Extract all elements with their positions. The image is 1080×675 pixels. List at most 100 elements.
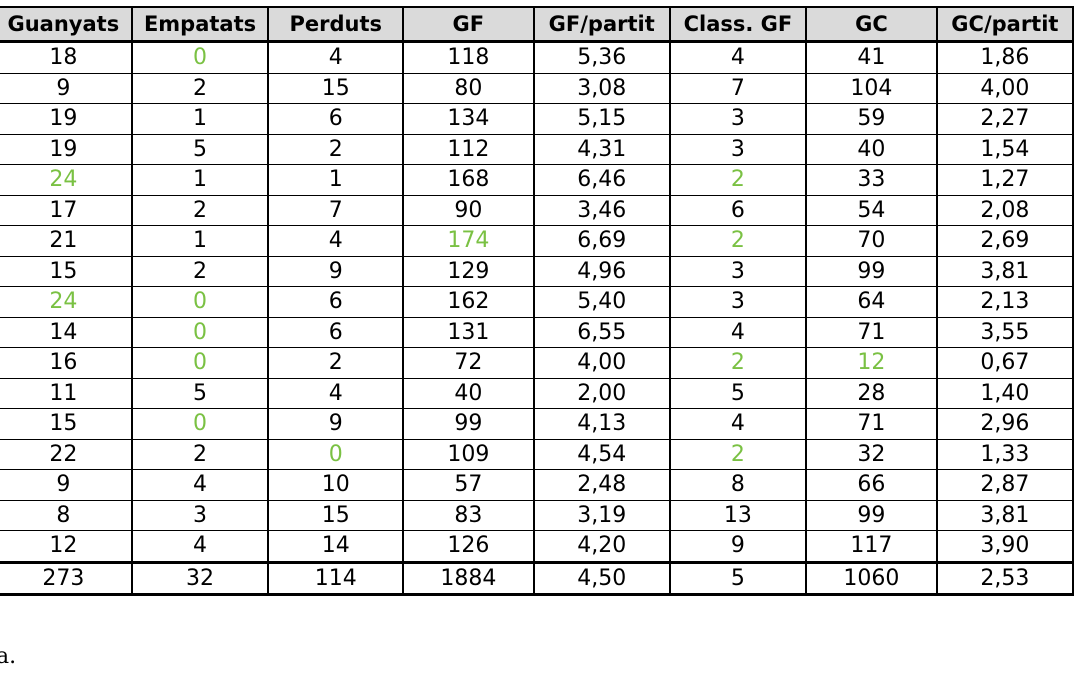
- table-cell: 16: [0, 347, 133, 379]
- table-cell: 10: [267, 469, 405, 501]
- table-row: 24 0 6 162 5,40 3 64 2,13: [0, 286, 1075, 318]
- table-cell: 2,87: [935, 469, 1075, 501]
- table-cell: 5,40: [532, 286, 671, 318]
- table-cell: 13: [668, 500, 808, 531]
- table-cell: 6,69: [532, 225, 671, 257]
- table-cell: 59: [805, 103, 938, 135]
- table-cell: 99: [805, 256, 938, 287]
- table-cell: 5: [130, 378, 270, 409]
- table-cell: 19: [0, 103, 133, 135]
- table-cell: 118: [402, 41, 535, 74]
- table-cell: 2: [130, 195, 270, 226]
- table-cell: 40: [402, 378, 535, 409]
- table-cell: 9: [267, 256, 405, 287]
- table-cell: 99: [402, 408, 535, 440]
- table-cell: 1: [267, 164, 405, 196]
- total-cell: 1884: [402, 560, 535, 596]
- table-cell: 4,31: [532, 134, 671, 165]
- table-row: 19 1 6 134 5,15 3 59 2,27: [0, 103, 1075, 135]
- table-row: 17 2 7 90 3,46 6 54 2,08: [0, 195, 1075, 226]
- table-cell: 71: [805, 408, 938, 440]
- column-header-gf-partit: GF/partit: [532, 6, 671, 43]
- table-cell: 3: [668, 134, 808, 165]
- table-cell: 2: [668, 347, 808, 379]
- table-cell: 1,27: [935, 164, 1075, 196]
- table-cell: 57: [402, 469, 535, 501]
- table-cell: 28: [805, 378, 938, 409]
- column-header-gc: GC: [805, 6, 938, 43]
- table-row: 21 1 4 174 6,69 2 70 2,69: [0, 225, 1075, 257]
- header-row: Guanyats Empatats Perduts GF GF/partit Class.…: [0, 6, 1075, 43]
- table-cell: 2,48: [532, 469, 671, 501]
- table-row: 9 4 10 57 2,48 8 66 2,87: [0, 469, 1075, 501]
- table-cell: 2,96: [935, 408, 1075, 440]
- table-cell: 15: [267, 500, 405, 531]
- table-cell: 6,55: [532, 317, 671, 348]
- table-cell: 2: [668, 164, 808, 196]
- table-cell: 4: [130, 530, 270, 563]
- table-row: 9 2 15 80 3,08 7 104 4,00: [0, 73, 1075, 104]
- table-cell: 5,15: [532, 103, 671, 135]
- total-cell: 273: [0, 560, 133, 596]
- table-row: 14 0 6 131 6,55 4 71 3,55: [0, 317, 1075, 348]
- stats-table: Guanyats Empatats Perduts GF GF/partit Class.…: [0, 6, 1075, 596]
- table-cell: 109: [402, 439, 535, 470]
- table-cell: 11: [0, 378, 133, 409]
- table-cell: 4: [267, 41, 405, 74]
- table-cell: 4,20: [532, 530, 671, 563]
- table-row: 15 0 9 99 4,13 4 71 2,96: [0, 408, 1075, 440]
- table-cell: 4: [267, 378, 405, 409]
- table-cell: 9: [0, 469, 133, 501]
- table-cell: 12: [805, 347, 938, 379]
- table-cell: 80: [402, 73, 535, 104]
- column-header-gf: GF: [402, 6, 535, 43]
- table-cell: 5,36: [532, 41, 671, 74]
- total-cell: 2,53: [935, 560, 1075, 596]
- table-cell: 5: [668, 378, 808, 409]
- table-row: 11 5 4 40 2,00 5 28 1,40: [0, 378, 1075, 409]
- table-cell: 4: [668, 41, 808, 74]
- table-cell: 2: [130, 73, 270, 104]
- table-cell: 21: [0, 225, 133, 257]
- table-cell: 2: [130, 439, 270, 470]
- table-cell: 24: [0, 164, 133, 196]
- column-header-guanyats: Guanyats: [0, 6, 133, 43]
- table-cell: 1,86: [935, 41, 1075, 74]
- table-cell: 12: [0, 530, 133, 563]
- table-cell: 4,00: [532, 347, 671, 379]
- table-cell: 2,69: [935, 225, 1075, 257]
- table-cell: 3: [668, 103, 808, 135]
- total-cell: 32: [130, 560, 270, 596]
- table-cell: 2: [267, 347, 405, 379]
- total-cell: 4,50: [532, 560, 671, 596]
- table-cell: 2,27: [935, 103, 1075, 135]
- table-cell: 3,46: [532, 195, 671, 226]
- table-cell: 7: [267, 195, 405, 226]
- table-cell: 24: [0, 286, 133, 318]
- total-cell: 1060: [805, 560, 938, 596]
- table-cell: 15: [0, 408, 133, 440]
- table-cell: 2: [668, 439, 808, 470]
- table-cell: 1: [130, 103, 270, 135]
- table-header: Guanyats Empatats Perduts GF GF/partit Class.…: [0, 6, 1075, 43]
- table-cell: 1,33: [935, 439, 1075, 470]
- table-row: 18 0 4 118 5,36 4 41 1,86: [0, 41, 1075, 74]
- table-cell: 4: [668, 408, 808, 440]
- table-cell: 134: [402, 103, 535, 135]
- table-cell: 66: [805, 469, 938, 501]
- table-cell: 4,96: [532, 256, 671, 287]
- table-cell: 2,08: [935, 195, 1075, 226]
- table-cell: 0: [130, 347, 270, 379]
- table-cell: 5: [130, 134, 270, 165]
- table-cell: 6,46: [532, 164, 671, 196]
- table-cell: 2: [267, 134, 405, 165]
- table-cell: 22: [0, 439, 133, 470]
- table-cell: 8: [668, 469, 808, 501]
- table-cell: 117: [805, 530, 938, 563]
- table-cell: 14: [0, 317, 133, 348]
- table-cell: 112: [402, 134, 535, 165]
- table-row: 24 1 1 168 6,46 2 33 1,27: [0, 164, 1075, 196]
- table-cell: 15: [267, 73, 405, 104]
- table-cell: 19: [0, 134, 133, 165]
- table-cell: 1,54: [935, 134, 1075, 165]
